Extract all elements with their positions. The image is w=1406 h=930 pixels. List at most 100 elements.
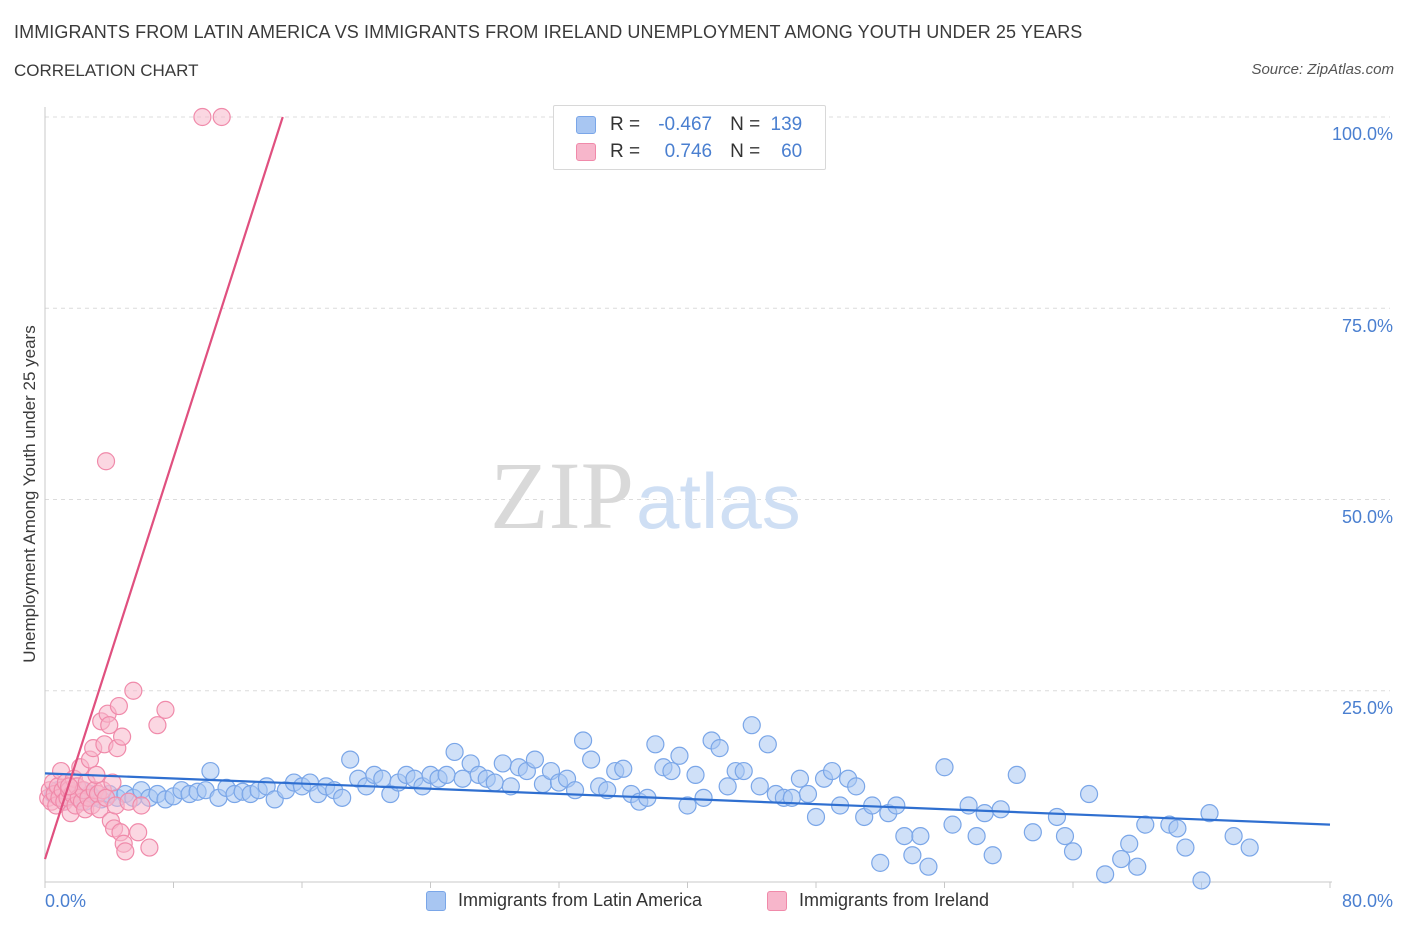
latin-america-point [798, 784, 818, 804]
ireland-point [96, 452, 116, 471]
latin-america-point [710, 739, 729, 758]
r-value: 0.746 [664, 141, 713, 162]
latin-america-point [750, 777, 769, 796]
latin-america-point [646, 735, 665, 754]
latin-america-point [565, 781, 585, 800]
latin-america-point [887, 796, 906, 815]
ireland-trend-line [43, 116, 284, 860]
latin-america-point [201, 761, 220, 781]
latin-america-point [895, 826, 914, 846]
latin-america-point [758, 735, 777, 754]
ireland-point [103, 773, 122, 792]
legend-item-ireland: Immigrants from Ireland [767, 890, 989, 911]
ireland-point [148, 716, 167, 735]
r-value: -0.467 [658, 114, 713, 135]
latin-america-point [1055, 826, 1075, 846]
latin-america-point [598, 781, 617, 800]
latin-america-point [983, 846, 1002, 865]
latin-america-point [903, 846, 922, 865]
latin-america-point [1240, 838, 1259, 857]
axes [44, 107, 1332, 888]
ireland-point [124, 681, 143, 700]
ireland-point [116, 842, 135, 861]
latin-america-point [1063, 842, 1083, 861]
ireland-point [193, 107, 212, 127]
latin-america-point [493, 754, 512, 773]
n-label: N = [730, 141, 761, 162]
latin-america-point [806, 807, 826, 827]
latin-america-point [525, 750, 545, 769]
latin-america-point [341, 750, 360, 769]
ireland-point [212, 107, 231, 127]
latin-america-point [1168, 819, 1187, 838]
latin-america-point [1136, 815, 1155, 834]
latin-america-point [1128, 857, 1147, 876]
watermark-zip: ZIP [490, 442, 634, 549]
ireland-legend-swatch [767, 890, 787, 911]
stats-row-ireland: R = 0.746 N = 60 [576, 139, 802, 165]
latin-america-point [871, 853, 890, 872]
ireland-swatch [576, 143, 596, 161]
latin-america-point [975, 804, 994, 823]
latin-america-point [501, 777, 520, 796]
y-axis-label: Unemployment Among Youth under 25 years [20, 325, 39, 663]
latin-america-point [453, 769, 472, 788]
data-points [39, 107, 1259, 890]
n-value: 139 [770, 114, 803, 135]
latin-america-legend-label: Immigrants from Latin America [458, 890, 703, 910]
x-tick-label-min: 0.0% [45, 891, 87, 911]
latin-america-point [1176, 838, 1195, 857]
grid-lines [45, 116, 1390, 692]
x-tick-label-max: 80.0% [1341, 891, 1393, 911]
latin-america-point [678, 796, 697, 815]
y-tick-label-50: 50.0% [1341, 507, 1393, 527]
latin-america-point [485, 773, 504, 792]
latin-america-point [1007, 765, 1026, 785]
latin-america-point [686, 765, 705, 785]
latin-america-point [991, 800, 1010, 819]
latin-america-point [333, 788, 352, 807]
legend-item-latin-america: Immigrants from Latin America [426, 890, 702, 911]
r-label: R = [610, 141, 641, 162]
ireland-point [132, 796, 151, 815]
y-tick-label-75: 75.0% [1341, 316, 1393, 336]
ireland-point [129, 823, 148, 842]
latin-america-trend-line [44, 772, 1331, 826]
n-value: 60 [781, 141, 803, 162]
latin-america-point [943, 815, 962, 834]
latin-america-point [790, 769, 810, 788]
source-credit: Source: ZipAtlas.com [1251, 61, 1394, 78]
y-tick-label-25: 25.0% [1341, 698, 1393, 718]
n-label: N = [730, 114, 761, 135]
trend-lines [43, 116, 1331, 860]
latin-america-point [1023, 823, 1042, 842]
latin-america-point [718, 777, 737, 796]
latin-america-point [662, 761, 681, 781]
latin-america-point [919, 857, 938, 876]
latin-america-point [445, 742, 464, 762]
ireland-point [100, 716, 119, 735]
stats-row-latin-america: R = -0.467 N = 139 [576, 112, 802, 138]
latin-america-point [670, 746, 689, 765]
latin-america-point [1224, 826, 1243, 846]
ireland-point [112, 727, 132, 746]
chart-subtitle: CORRELATION CHART [14, 61, 199, 80]
watermark: ZIP atlas [490, 442, 801, 549]
latin-america-point [967, 826, 986, 846]
latin-america-point [573, 731, 593, 750]
ireland-point [140, 838, 159, 857]
latin-america-legend-swatch [426, 890, 446, 911]
y-tick-label-100: 100.0% [1331, 124, 1393, 144]
latin-america-point [742, 716, 761, 735]
latin-america-point [694, 788, 713, 807]
latin-america-point [437, 765, 456, 785]
latin-america-point [1112, 849, 1131, 869]
latin-america-point [911, 826, 930, 846]
ireland-legend-label: Immigrants from Ireland [799, 890, 990, 910]
latin-america-point [1120, 834, 1139, 853]
latin-america-point [582, 750, 601, 769]
latin-america-point [935, 758, 954, 777]
ireland-point [156, 700, 175, 719]
latin-america-point [1192, 871, 1211, 890]
